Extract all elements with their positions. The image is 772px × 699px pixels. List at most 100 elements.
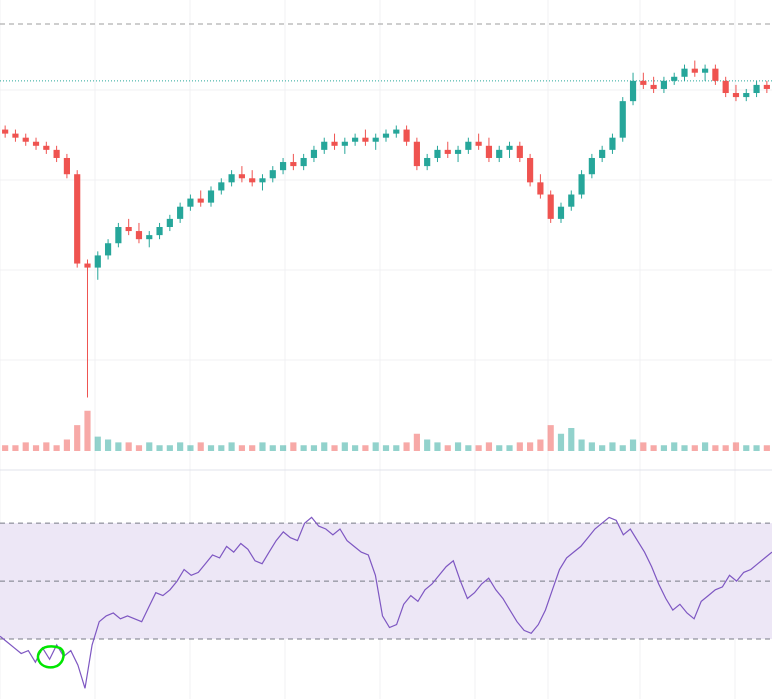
candle	[259, 174, 266, 191]
candle-body	[53, 149, 60, 158]
candle-body	[547, 194, 554, 219]
candle-body	[691, 68, 698, 73]
candle	[321, 137, 328, 154]
candle-body	[341, 141, 348, 146]
candle	[640, 72, 647, 89]
candle	[475, 133, 482, 150]
candle	[753, 80, 760, 98]
candle-body	[454, 149, 462, 154]
volume-bar	[496, 445, 503, 451]
candle-body	[238, 174, 245, 179]
candle-body	[32, 141, 40, 146]
candle	[43, 141, 50, 154]
candle	[269, 166, 276, 183]
volume-bar	[12, 445, 19, 451]
candle-body	[619, 101, 626, 138]
candle-body	[115, 227, 122, 244]
candle	[454, 145, 462, 163]
candle	[629, 72, 637, 106]
candle	[650, 76, 657, 94]
volume-bar	[516, 442, 523, 451]
candle-body	[681, 68, 688, 77]
candle	[681, 64, 688, 81]
candle	[32, 137, 40, 150]
candle-body	[84, 263, 91, 268]
candle	[228, 170, 235, 187]
candle-body	[403, 129, 410, 142]
volume-bar	[238, 445, 245, 451]
candle	[290, 153, 297, 171]
volume-bar	[135, 445, 143, 451]
candle-body	[506, 145, 513, 150]
candle-body	[640, 80, 647, 85]
candle-body	[527, 157, 534, 183]
volume-bar	[609, 442, 616, 451]
volume-bar	[650, 445, 657, 451]
candle	[722, 76, 729, 98]
volume-bar	[722, 445, 729, 451]
candle-body	[177, 206, 184, 219]
volume-bar	[743, 445, 750, 451]
candle	[238, 166, 245, 183]
volume-bar	[362, 445, 369, 451]
candle-body	[557, 206, 565, 219]
volume-bar	[454, 442, 462, 451]
candle	[104, 239, 112, 260]
candle	[547, 190, 554, 223]
volume-bar	[146, 442, 153, 451]
candle-body	[743, 93, 750, 98]
volume-bar	[310, 445, 318, 451]
candle	[599, 145, 606, 163]
candle-body	[362, 137, 369, 142]
volume-bar	[115, 442, 122, 451]
candle	[94, 251, 101, 280]
volume-bar	[331, 445, 338, 451]
candle	[527, 153, 534, 187]
volume-bar	[506, 445, 513, 451]
candle	[578, 170, 585, 199]
candle	[568, 190, 575, 211]
candle	[341, 137, 348, 154]
candle-body	[135, 231, 143, 240]
candle	[516, 141, 523, 163]
candle-body	[321, 141, 328, 150]
candle	[218, 178, 225, 195]
candle	[485, 137, 493, 163]
candle	[187, 194, 194, 211]
candle	[300, 153, 307, 171]
volume-bar	[290, 442, 297, 451]
volume-bar	[259, 442, 266, 451]
candle	[609, 133, 616, 154]
volume-bar	[413, 433, 420, 451]
candle-body	[207, 190, 215, 203]
candle	[84, 259, 91, 398]
candle-body	[2, 129, 9, 134]
candle-body	[300, 157, 307, 167]
volume-bar	[177, 442, 184, 451]
volume-bar	[434, 442, 441, 451]
oscillator-line-group	[0, 516, 772, 689]
candle-body	[290, 162, 297, 167]
candle-body	[382, 133, 390, 138]
candle-body	[372, 137, 379, 142]
candle-body	[156, 227, 163, 236]
volume-bar	[84, 410, 91, 451]
candle-body	[732, 93, 740, 98]
candle	[63, 153, 70, 179]
candle-body	[578, 174, 585, 195]
volume-bar	[660, 445, 668, 451]
candle	[2, 125, 9, 138]
volume-bar	[269, 445, 276, 451]
volume-bar	[732, 442, 740, 451]
candle	[74, 170, 81, 268]
candle	[310, 145, 318, 163]
volume-bar	[218, 445, 225, 451]
volume-bar	[53, 445, 60, 451]
volume-bar	[527, 442, 534, 451]
candle	[22, 133, 29, 146]
candle	[125, 218, 132, 236]
candle-body	[197, 198, 204, 203]
volume-bar	[63, 439, 70, 451]
